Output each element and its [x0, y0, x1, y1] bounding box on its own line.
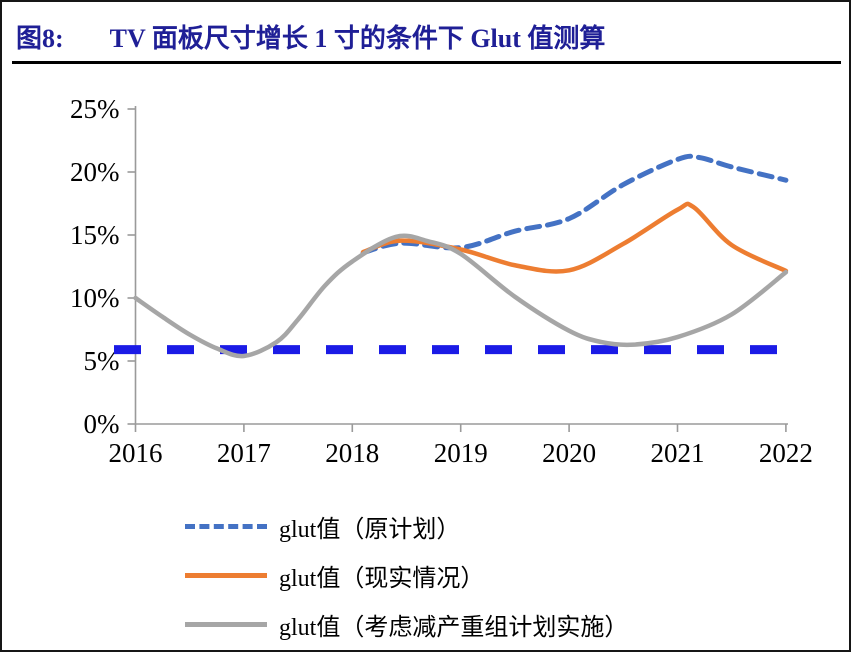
y-tick-label: 15%	[70, 220, 120, 250]
y-tick-label: 0%	[84, 409, 120, 439]
axes	[134, 106, 788, 425]
y-tick-label: 25%	[70, 94, 120, 124]
series-line-2	[133, 233, 789, 359]
y-tick-label: 10%	[70, 283, 120, 313]
figure-label: 图8:	[16, 24, 64, 53]
legend-label: glut值（现实情况）	[279, 566, 485, 592]
legend-item-restructuring-plan: glut值（考虑减产重组计划实施）	[185, 600, 628, 649]
title-divider	[12, 61, 841, 64]
x-tick-label: 2021	[651, 438, 705, 468]
legend-swatch-orange-line	[185, 573, 267, 578]
chart-legend: glut值（原计划） glut值（现实情况） glut值（考虑减产重组计划实施）	[185, 502, 628, 649]
y-tick-label: 20%	[70, 157, 120, 187]
legend-label: glut值（考虑减产重组计划实施）	[279, 615, 629, 641]
figure-header: 图8: TV 面板尺寸增长 1 寸的条件下 Glut 值测算	[16, 18, 605, 55]
legend-label: glut值（原计划）	[279, 517, 461, 543]
legend-item-original-plan: glut值（原计划）	[185, 502, 628, 551]
legend-item-actual-situation: glut值（现实情况）	[185, 551, 628, 600]
x-tick-label: 2016	[109, 438, 163, 468]
x-tick-label: 2019	[434, 438, 488, 468]
x-tick-label: 2018	[325, 438, 379, 468]
y-tick-label: 5%	[84, 346, 120, 376]
legend-swatch-gray-line	[185, 622, 267, 627]
x-tick-label: 2022	[759, 438, 813, 468]
x-tick-label: 2020	[542, 438, 596, 468]
figure-title: TV 面板尺寸增长 1 寸的条件下 Glut 值测算	[109, 24, 606, 53]
legend-swatch-dashed-line	[185, 524, 267, 529]
x-tick-label: 2017	[217, 438, 271, 468]
